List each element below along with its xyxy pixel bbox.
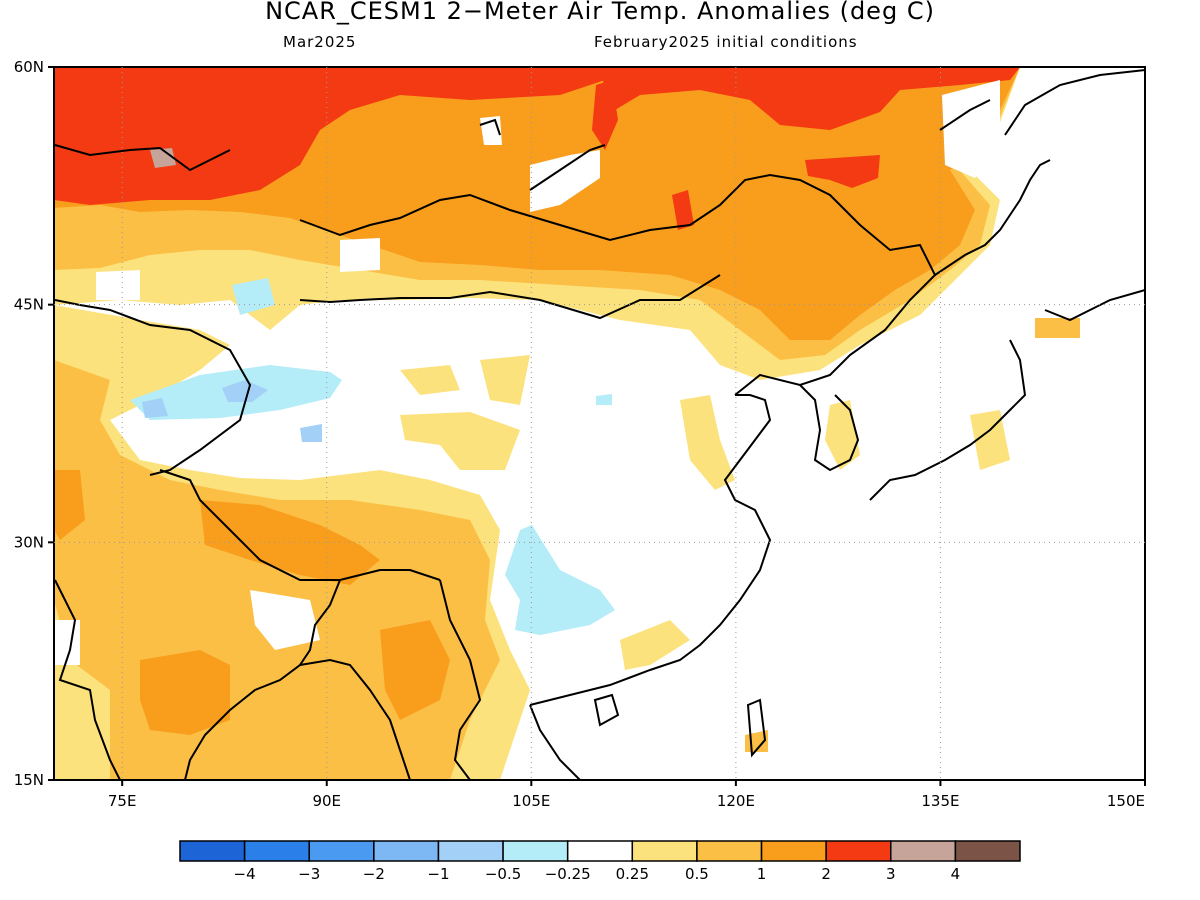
colorbar-label: 0.25: [616, 865, 649, 883]
lat-tick-label: 45N: [14, 296, 44, 314]
lon-tick-label: 120E: [717, 792, 755, 810]
colorbar-label: 2: [821, 865, 831, 883]
coastline-borders: [54, 69, 1145, 780]
colorbar-swatch: [825, 840, 892, 862]
lon-tick-label: 150E: [1107, 792, 1145, 810]
colorbar-swatch: [502, 840, 569, 862]
colorbar-label: −4: [234, 865, 256, 883]
colorbar-label: −0.25: [545, 865, 591, 883]
colorbar-swatch: [308, 840, 375, 862]
graticule: [54, 67, 1145, 780]
colorbar-label: 0.5: [685, 865, 709, 883]
axis-ticks: 75E 90E 105E 120E 135E 150E 60N 45N 30N 15N: [14, 58, 1146, 810]
colorbar-swatch: [373, 840, 440, 862]
colorbar-label: −1: [427, 865, 449, 883]
colorbar-label: −0.5: [485, 865, 521, 883]
lon-tick-label: 105E: [512, 792, 550, 810]
colorbar-swatch: [437, 840, 504, 862]
map-title: NCAR_CESM1 2−Meter Air Temp. Anomalies (…: [265, 0, 935, 25]
colorbar-swatch: [631, 840, 698, 862]
colorbar-label: −2: [363, 865, 385, 883]
lon-tick-label: 75E: [108, 792, 137, 810]
lat-tick-label: 15N: [14, 771, 44, 789]
colorbar-swatch: [890, 840, 957, 862]
forecast-month: Mar2025: [283, 33, 357, 51]
colorbar-label: 3: [886, 865, 896, 883]
colorbar-label: −3: [298, 865, 320, 883]
colorbar-swatch: [696, 840, 763, 862]
colorbar-swatch: [179, 840, 246, 862]
colorbar-label: 1: [757, 865, 767, 883]
lon-tick-label: 135E: [921, 792, 959, 810]
initial-conditions-label: February2025 initial conditions: [594, 33, 858, 51]
colorbar-swatch: [760, 840, 827, 862]
lon-tick-label: 90E: [312, 792, 341, 810]
colorbar-swatch: [954, 840, 1021, 862]
colorbar-swatch: [243, 840, 310, 862]
anomaly-fill: [54, 67, 1145, 780]
colorbar-swatch: [566, 840, 634, 862]
colorbar-label: 4: [951, 865, 961, 883]
colorbar: −4 −3 −2 −1 −0.5 −0.25 0.25 0.5 1 2 3 4: [179, 840, 1021, 883]
map-frame: [53, 66, 1146, 781]
lat-tick-label: 60N: [14, 58, 44, 76]
lat-tick-label: 30N: [14, 533, 44, 551]
